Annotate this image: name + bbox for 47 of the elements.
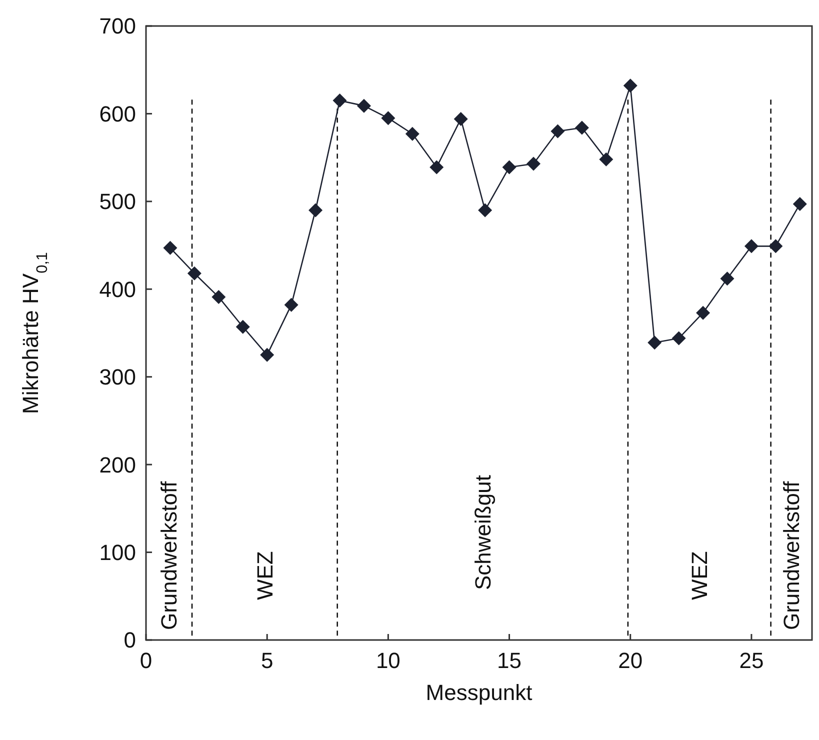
x-tick-label: 5 (260, 648, 274, 673)
point (550, 124, 565, 138)
y-tick-label: 700 (99, 14, 136, 39)
point (502, 160, 516, 174)
y-tick-label: 100 (99, 540, 136, 565)
point (163, 240, 178, 255)
x-tick-label: 15 (497, 648, 522, 673)
y-tick-label: 600 (99, 101, 136, 126)
x-tick-label: 20 (618, 648, 643, 673)
y-tick-label: 500 (99, 189, 136, 214)
point (672, 331, 686, 346)
point (526, 156, 540, 171)
point (332, 94, 347, 108)
annotation: WEZ (687, 551, 712, 600)
point (599, 152, 614, 166)
point (356, 98, 371, 113)
x-tick-label: 0 (140, 648, 152, 673)
annotation: Grundwerkstoff (779, 480, 804, 630)
point (478, 203, 492, 218)
point (454, 112, 468, 126)
annotation: Schweißgut (470, 475, 496, 590)
annotation: WEZ (252, 551, 278, 600)
point (696, 306, 710, 320)
point (212, 290, 226, 304)
point (430, 160, 444, 174)
point (405, 126, 420, 141)
point (792, 197, 807, 212)
point (720, 272, 734, 286)
point (648, 336, 662, 350)
point (768, 239, 783, 254)
y-tick-label: 400 (99, 276, 136, 302)
point (623, 78, 638, 93)
point (260, 348, 274, 362)
x-tick-label: 25 (739, 648, 764, 673)
x-tick-label: 10 (376, 648, 400, 673)
point (236, 320, 250, 334)
x-axis-title: Messpunkt (426, 680, 532, 705)
point (381, 111, 396, 126)
annotation: Grundwerkstoff (156, 480, 182, 630)
point (284, 298, 298, 312)
point (187, 266, 202, 280)
point (744, 239, 758, 254)
point (308, 203, 323, 218)
y-tick-label: 200 (99, 452, 136, 478)
point (574, 120, 589, 135)
y-tick-label: 0 (124, 628, 136, 653)
y-tick-label: 300 (99, 364, 136, 390)
